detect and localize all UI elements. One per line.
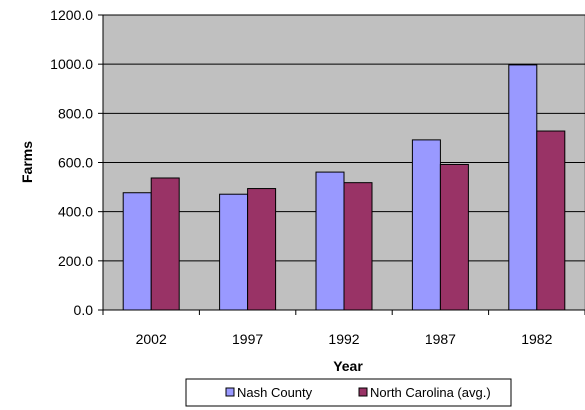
bar-nash-county-1997: [219, 193, 249, 311]
y-tick-label: 1200.0: [50, 7, 93, 23]
y-tick-label: 600.0: [58, 155, 93, 171]
y-axis-title: Farms: [19, 141, 35, 183]
bar-nash-county-1987: [411, 139, 441, 311]
y-tick-label: 200.0: [58, 253, 93, 269]
legend-label: North Carolina (avg.): [370, 385, 491, 400]
bar-north-carolina-avg-1992: [343, 182, 373, 311]
bar-north-carolina-avg-1997: [247, 188, 277, 311]
legend-swatch: [358, 387, 368, 397]
bar-north-carolina-avg-1987: [439, 163, 469, 311]
y-tick-label: 400.0: [58, 204, 93, 220]
legend-swatch: [225, 387, 235, 397]
bar-nash-county-1992: [315, 171, 345, 311]
x-tick-labels: 2002 1997 1992 1987 1982: [136, 331, 553, 347]
bar-north-carolina-avg-2002: [150, 177, 180, 311]
x-tick-label: 1997: [232, 331, 263, 347]
x-tick-label: 1992: [328, 331, 359, 347]
bar-north-carolina-avg-1982: [536, 130, 566, 311]
bar-nash-county-2002: [122, 192, 152, 311]
legend-box: [185, 378, 512, 407]
y-tick-label: 1000.0: [50, 56, 93, 72]
axes: [98, 14, 585, 315]
y-tick-label: 0.0: [74, 302, 94, 318]
bar-nash-county-1982: [508, 64, 538, 311]
x-axis-title: Year: [333, 358, 363, 374]
legend: Nash County North Carolina (avg.): [185, 378, 512, 407]
x-tick-label: 2002: [136, 331, 167, 347]
legend-label: Nash County: [237, 385, 313, 400]
x-tick-label: 1987: [425, 331, 456, 347]
y-tick-label: 800.0: [58, 105, 93, 121]
y-tick-labels: 0.0 200.0 400.0 600.0 800.0 1000.0 1200.0: [50, 7, 93, 318]
x-tick-label: 1982: [521, 331, 552, 347]
